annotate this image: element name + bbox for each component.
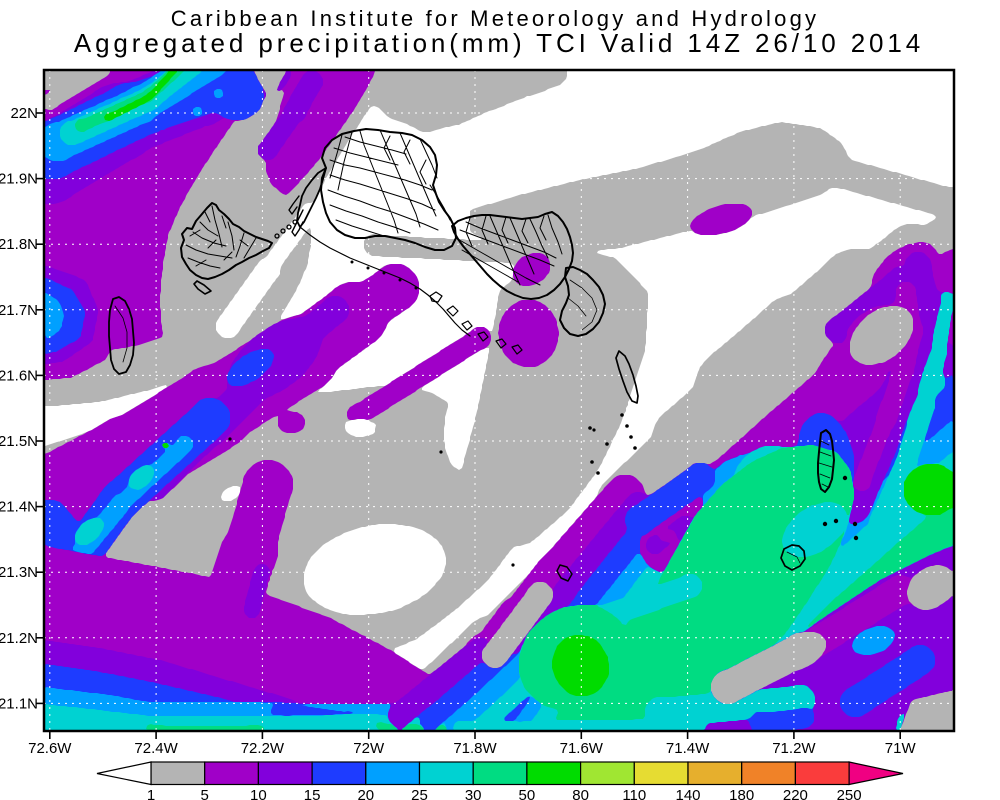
svg-text:71.4W: 71.4W — [666, 740, 710, 757]
svg-text:21.1N: 21.1N — [0, 695, 38, 712]
svg-text:80: 80 — [572, 787, 589, 800]
svg-text:140: 140 — [675, 787, 700, 800]
svg-text:21.3N: 21.3N — [0, 564, 38, 581]
svg-text:71W: 71W — [885, 740, 917, 757]
svg-text:Aggregated precipitation(mm) T: Aggregated precipitation(mm) TCI Valid 1… — [74, 28, 924, 58]
svg-text:72W: 72W — [353, 740, 385, 757]
svg-text:5: 5 — [201, 787, 209, 800]
svg-text:50: 50 — [519, 787, 536, 800]
svg-text:21.7N: 21.7N — [0, 302, 38, 319]
svg-text:21.2N: 21.2N — [0, 630, 38, 647]
svg-text:110: 110 — [622, 787, 646, 800]
svg-text:15: 15 — [304, 787, 321, 800]
svg-text:20: 20 — [357, 787, 374, 800]
svg-text:21.4N: 21.4N — [0, 499, 38, 516]
svg-text:25: 25 — [411, 787, 428, 800]
svg-text:21.6N: 21.6N — [0, 367, 38, 384]
svg-text:Caribbean Institute for Meteor: Caribbean Institute for Meteorology and … — [171, 6, 819, 31]
svg-text:1: 1 — [147, 787, 155, 800]
svg-text:72.4W: 72.4W — [134, 740, 178, 757]
svg-text:72.2W: 72.2W — [241, 740, 285, 757]
svg-text:10: 10 — [250, 787, 267, 800]
svg-text:22N: 22N — [10, 105, 38, 122]
svg-text:21.8N: 21.8N — [0, 236, 38, 253]
svg-text:71.6W: 71.6W — [560, 740, 604, 757]
svg-text:72.6W: 72.6W — [28, 740, 72, 757]
svg-text:21.9N: 21.9N — [0, 171, 38, 188]
svg-text:220: 220 — [783, 787, 808, 800]
svg-text:250: 250 — [837, 787, 862, 800]
svg-text:71.2W: 71.2W — [772, 740, 816, 757]
svg-text:71.8W: 71.8W — [453, 740, 497, 757]
svg-text:180: 180 — [729, 787, 754, 800]
svg-text:30: 30 — [465, 787, 482, 800]
svg-text:21.5N: 21.5N — [0, 433, 38, 450]
